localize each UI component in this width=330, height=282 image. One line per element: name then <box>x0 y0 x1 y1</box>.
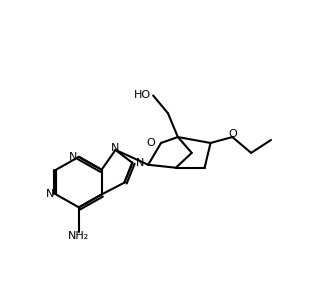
Text: O: O <box>228 129 237 139</box>
Text: NH₂: NH₂ <box>68 231 89 241</box>
Text: HO: HO <box>134 91 151 100</box>
Text: N: N <box>111 143 120 153</box>
Text: O: O <box>146 138 155 148</box>
Text: N: N <box>136 158 145 168</box>
Text: N: N <box>69 152 77 162</box>
Text: N: N <box>46 190 54 199</box>
